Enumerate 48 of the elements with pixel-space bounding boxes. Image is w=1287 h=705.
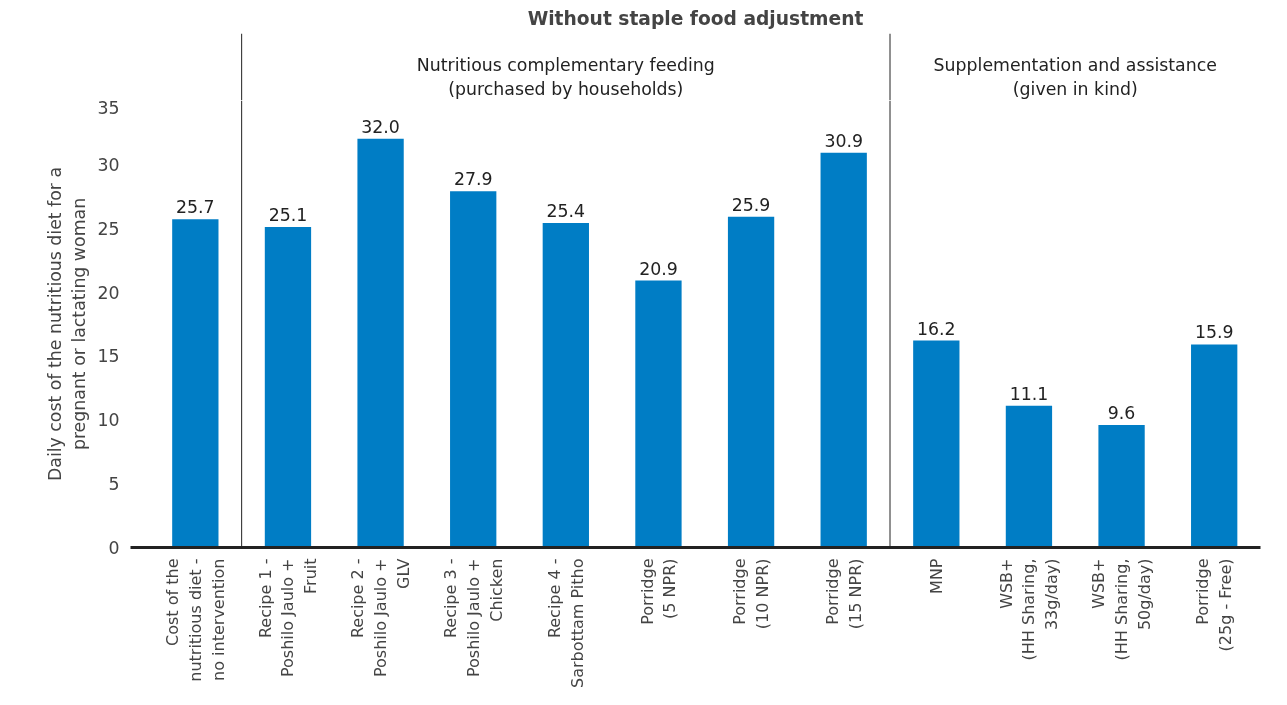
x-tick-label: WSB+ (HH Sharing, 50g/day)	[1089, 558, 1154, 661]
bar	[172, 219, 219, 548]
y-tick-label: 10	[97, 410, 120, 431]
y-tick-label: 5	[108, 474, 120, 495]
x-tick-label: Recipe 2 - Poshilo Jaulo + GLV	[348, 558, 413, 677]
text: Nutritious complementary feeding (purchased by households)	[416, 55, 715, 100]
y-tick-label: 25	[97, 218, 120, 239]
y-axis-title: Daily cost of the nutritious diet for a pregnant or lactating woman	[45, 166, 90, 482]
data-label: 11.1	[1009, 383, 1049, 404]
chart-title: Without staple food adjustment	[527, 7, 864, 29]
data-label: 20.9	[639, 258, 678, 279]
data-label: 25.1	[268, 204, 308, 225]
y-tick-label: 0	[108, 538, 120, 558]
bar	[264, 226, 312, 548]
bar	[635, 280, 682, 548]
y-tick-label: 30	[97, 154, 120, 175]
data-label: 30.9	[824, 130, 863, 151]
x-tick-label: WSB+ (HH Sharing, 33g/day)	[996, 558, 1062, 661]
data-label: 9.6	[1107, 402, 1136, 423]
x-tick-label: Porridge (15 NPR)	[822, 558, 865, 630]
bar	[450, 191, 497, 548]
text: Supplementation and assistance (given in kind)	[933, 55, 1217, 100]
y-tick-label: 35	[97, 97, 120, 118]
y-tick-label: 15	[97, 346, 120, 367]
bar	[542, 223, 589, 548]
data-label: 25.7	[176, 197, 215, 218]
data-label: 25.9	[731, 194, 771, 215]
bar	[357, 138, 404, 548]
x-tick-label: Porridge (10 NPR)	[730, 558, 772, 630]
bar	[1098, 424, 1145, 548]
x-tick-label: Porridge (5 NPR)	[637, 558, 680, 625]
bar	[727, 216, 775, 548]
data-label: 16.2	[917, 318, 956, 339]
bar	[1191, 344, 1238, 548]
x-tick-label: Recipe 4 - Sarbottam Pitho	[544, 558, 587, 688]
data-label: 27.9	[453, 169, 493, 190]
x-tick-label: MNP	[926, 558, 946, 594]
bar	[1005, 405, 1053, 548]
data-label: 32.0	[361, 116, 400, 137]
x-tick-label: Recipe 1 - Poshilo Jaulo + Fruit	[255, 558, 321, 677]
bar	[913, 340, 960, 548]
data-label: 25.4	[546, 201, 586, 222]
x-tick-label: Cost of the nutritious diet - no intervention	[163, 558, 228, 682]
y-tick-label: 20	[97, 282, 120, 303]
data-label: 15.9	[1194, 322, 1234, 343]
x-tick-label: Recipe 3 - Poshilo Jaulo + Chicken	[440, 558, 506, 677]
bar	[820, 152, 867, 548]
x-tick-label: Porridge (25g - Free)	[1193, 558, 1236, 652]
